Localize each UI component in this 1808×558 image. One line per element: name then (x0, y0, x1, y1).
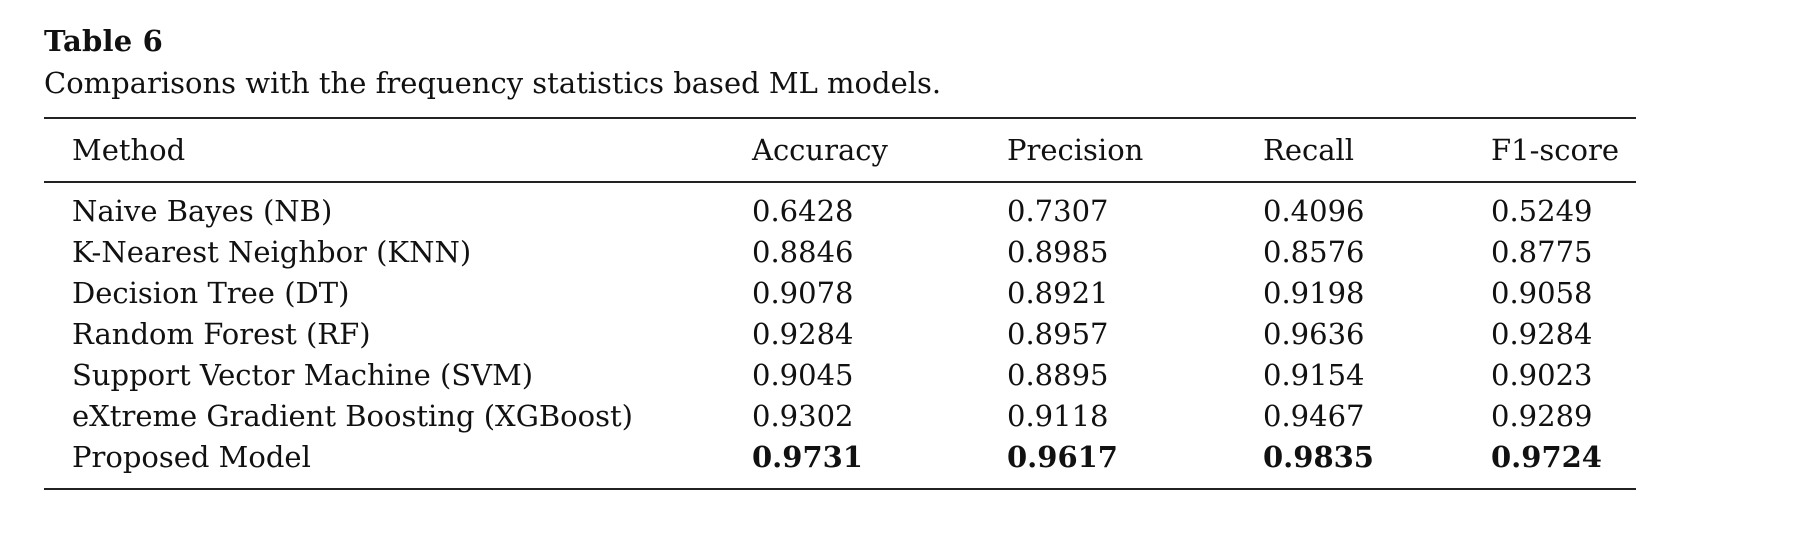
table-row-proposed-model: Proposed Model 0.9731 0.9617 0.9835 0.97… (44, 437, 1636, 489)
method-cell: K-Nearest Neighbor (KNN) (72, 235, 472, 269)
table-row: Support Vector Machine (SVM) 0.9045 0.88… (44, 355, 1636, 396)
method-cell: Decision Tree (DT) (72, 276, 350, 310)
accuracy-cell: 0.9284 (752, 317, 854, 351)
f1-cell: 0.9284 (1491, 317, 1593, 351)
recall-cell: 0.4096 (1263, 194, 1365, 228)
table-row: Random Forest (RF) 0.9284 0.8957 0.9636 … (44, 314, 1636, 355)
method-cell: Random Forest (RF) (72, 317, 371, 351)
accuracy-cell: 0.9078 (752, 276, 854, 310)
method-cell: Support Vector Machine (SVM) (72, 358, 534, 392)
method-cell: Naive Bayes (NB) (72, 194, 333, 228)
accuracy-cell: 0.6428 (752, 194, 854, 228)
recall-cell: 0.9636 (1263, 317, 1365, 351)
table-header-row: Method Accuracy Precision Recall F1-scor… (44, 118, 1636, 182)
precision-cell: 0.8957 (1007, 317, 1109, 351)
f1-cell-best: 0.9724 (1491, 440, 1602, 474)
accuracy-cell: 0.9045 (752, 358, 854, 392)
recall-cell: 0.8576 (1263, 235, 1365, 269)
method-cell: Proposed Model (72, 440, 311, 474)
f1-cell: 0.9058 (1491, 276, 1593, 310)
f1-cell: 0.5249 (1491, 194, 1593, 228)
column-header-recall: Recall (1263, 133, 1355, 167)
table-row: K-Nearest Neighbor (KNN) 0.8846 0.8985 0… (44, 232, 1636, 273)
comparison-table: Method Accuracy Precision Recall F1-scor… (44, 117, 1636, 490)
precision-cell: 0.7307 (1007, 194, 1109, 228)
recall-cell: 0.9467 (1263, 399, 1365, 433)
precision-cell: 0.9118 (1007, 399, 1109, 433)
precision-cell: 0.8921 (1007, 276, 1109, 310)
f1-cell: 0.9289 (1491, 399, 1593, 433)
table-row: Decision Tree (DT) 0.9078 0.8921 0.9198 … (44, 273, 1636, 314)
table-row: Naive Bayes (NB) 0.6428 0.7307 0.4096 0.… (44, 182, 1636, 232)
recall-cell: 0.9198 (1263, 276, 1365, 310)
precision-cell-best: 0.9617 (1007, 440, 1118, 474)
f1-cell: 0.9023 (1491, 358, 1593, 392)
recall-cell: 0.9154 (1263, 358, 1365, 392)
recall-cell-best: 0.9835 (1263, 440, 1374, 474)
accuracy-cell-best: 0.9731 (752, 440, 863, 474)
comparison-table-container: Method Accuracy Precision Recall F1-scor… (44, 117, 1636, 490)
precision-cell: 0.8985 (1007, 235, 1109, 269)
table-caption: Table 6 Comparisons with the frequency s… (44, 20, 1644, 104)
precision-cell: 0.8895 (1007, 358, 1109, 392)
column-header-accuracy: Accuracy (752, 133, 888, 167)
accuracy-cell: 0.9302 (752, 399, 854, 433)
table-label: Table 6 (44, 24, 164, 58)
column-header-f1-score: F1-score (1491, 133, 1619, 167)
column-header-precision: Precision (1007, 133, 1144, 167)
method-cell: eXtreme Gradient Boosting (XGBoost) (72, 399, 633, 433)
accuracy-cell: 0.8846 (752, 235, 854, 269)
table-row: eXtreme Gradient Boosting (XGBoost) 0.93… (44, 396, 1636, 437)
column-header-method: Method (72, 133, 186, 167)
table-title: Comparisons with the frequency statistic… (44, 66, 942, 100)
f1-cell: 0.8775 (1491, 235, 1593, 269)
